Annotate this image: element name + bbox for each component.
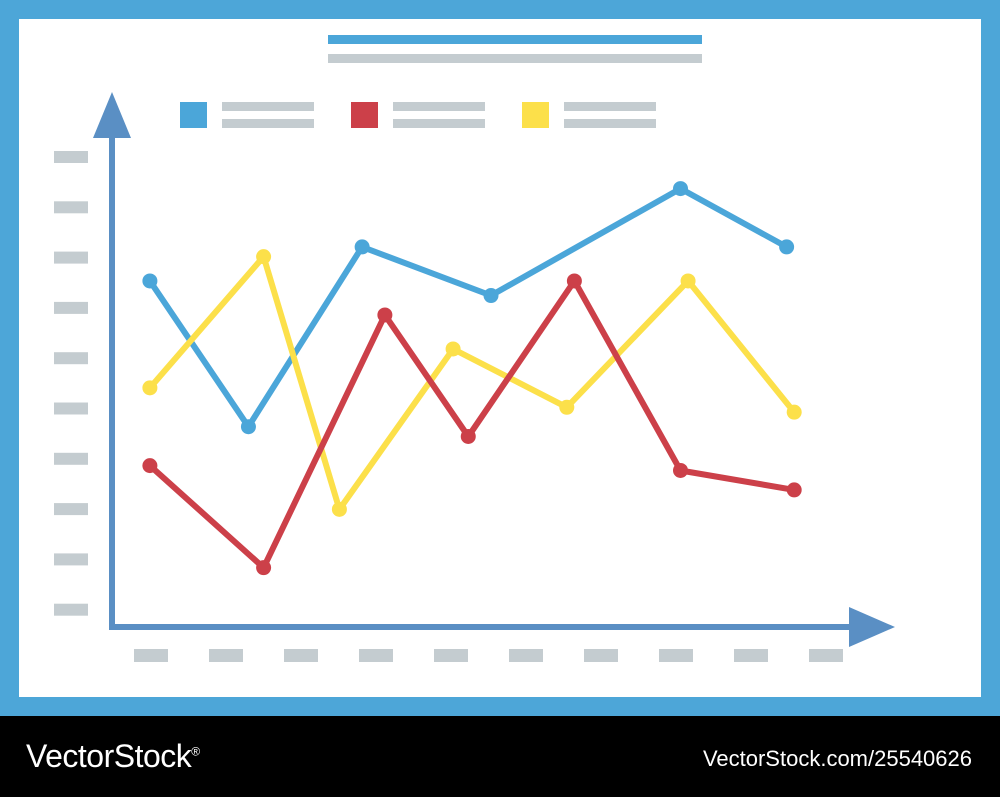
axes: [93, 92, 895, 647]
data-point: [483, 288, 499, 304]
x-axis-arrowhead: [849, 607, 895, 647]
data-point: [142, 458, 158, 474]
y-tick-bar: [54, 352, 88, 365]
legend-label-bar: [564, 102, 656, 111]
x-tick-bar: [809, 649, 843, 662]
legend-swatch: [180, 102, 207, 128]
y-axis-arrowhead: [93, 92, 131, 138]
data-point: [142, 380, 158, 396]
data-point: [786, 482, 802, 498]
y-tick-bar: [54, 452, 88, 465]
legend-swatch: [351, 102, 378, 128]
data-point: [445, 341, 461, 357]
data-point: [354, 239, 370, 255]
data-point: [331, 501, 347, 517]
data-point: [460, 428, 476, 444]
series-1: [142, 273, 802, 576]
data-point: [673, 181, 688, 197]
data-point: [142, 273, 158, 289]
y-tick-bar: [54, 201, 88, 214]
chart-frame: [0, 0, 1000, 716]
data-point: [673, 462, 688, 478]
x-tick-labels: [134, 649, 843, 662]
x-tick-bar: [134, 649, 168, 662]
x-tick-bar: [659, 649, 693, 662]
data-point: [779, 239, 795, 255]
image-id: VectorStock.com/25540626: [702, 746, 972, 771]
series-line: [146, 185, 790, 430]
watermark-footer: VectorStock® VectorStock.com/25540626: [0, 716, 1000, 797]
y-tick-bar: [54, 251, 88, 264]
x-tick-bar: [359, 649, 393, 662]
legend-label-bar: [222, 102, 314, 111]
legend: [180, 102, 656, 128]
x-tick-bar: [284, 649, 318, 662]
x-tick-bar: [434, 649, 468, 662]
legend-label-bar: [222, 119, 314, 128]
series-2: [142, 249, 802, 517]
series-layer: [142, 181, 802, 576]
x-tick-bar: [584, 649, 618, 662]
subtitle-bar: [328, 54, 702, 63]
data-point: [256, 249, 272, 265]
brand-name: VectorStock: [26, 738, 192, 774]
data-point: [559, 399, 575, 415]
x-tick-bar: [509, 649, 543, 662]
data-point: [256, 560, 272, 576]
x-tick-bar: [209, 649, 243, 662]
y-tick-bar: [54, 553, 88, 566]
y-tick-bar: [54, 402, 88, 415]
data-point: [377, 307, 393, 323]
legend-swatch: [522, 102, 549, 128]
data-point: [680, 273, 696, 289]
y-tick-bar: [54, 603, 88, 616]
legend-label-bar: [393, 119, 485, 128]
brand-logo: VectorStock®: [26, 738, 200, 775]
data-point: [240, 419, 256, 435]
title-placeholder: [328, 35, 702, 63]
legend-label-bar: [564, 119, 656, 128]
line-chart: [54, 35, 895, 662]
data-point: [566, 273, 582, 289]
title-bar: [328, 35, 702, 44]
x-tick-bar: [734, 649, 768, 662]
legend-label-bar: [393, 102, 485, 111]
y-tick-labels: [54, 151, 88, 616]
brand-registered-mark: ®: [191, 744, 200, 759]
y-tick-bar: [54, 151, 88, 163]
data-point: [786, 404, 802, 420]
series-0: [142, 181, 795, 435]
y-tick-bar: [54, 301, 88, 314]
y-tick-bar: [54, 503, 88, 516]
